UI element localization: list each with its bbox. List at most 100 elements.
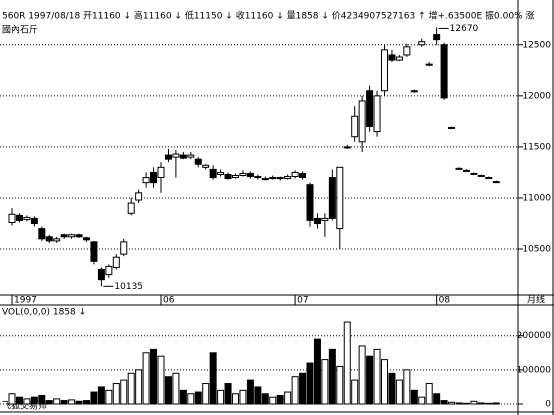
candle-body [45, 236, 53, 242]
candle-body [164, 154, 172, 160]
candle-body [217, 171, 225, 175]
candle-body [276, 177, 284, 180]
volume-bar [306, 362, 314, 405]
candle-body [403, 46, 411, 56]
candle-body [470, 172, 478, 175]
volume-bar [232, 393, 239, 405]
candle-body [440, 44, 448, 99]
candle-body [202, 164, 210, 168]
period-label: 月线 [527, 294, 545, 306]
volume-bar [313, 338, 321, 405]
candle-body [336, 166, 344, 230]
volume-bar [276, 394, 284, 405]
volume-bar [462, 402, 470, 405]
volume-bar [38, 394, 46, 405]
volume-bar [492, 402, 500, 405]
volume-bar [343, 321, 351, 405]
volume-title: VOL(0,0,0) 1858 ↓ [2, 308, 86, 318]
candle-body [395, 56, 403, 61]
candle-body [30, 217, 38, 225]
candle-body [112, 256, 120, 268]
volume-bar [164, 376, 172, 405]
volume-bar [284, 391, 292, 405]
candle-body [492, 181, 500, 184]
candle-body [269, 177, 277, 180]
volume-bar [321, 359, 329, 405]
candle-body [209, 168, 217, 179]
header: 560R 1997/08/18 开11160 ↓ 高11160 ↓ 低11150… [2, 10, 535, 22]
volume-bar [157, 355, 165, 405]
volume-bar [224, 383, 232, 405]
candle-body [485, 177, 493, 180]
volume-bar [403, 369, 411, 405]
volume-bar [8, 393, 16, 405]
volume-bar [410, 389, 418, 405]
candle-body [68, 234, 76, 238]
candle-body [127, 202, 135, 214]
candle-body [53, 238, 61, 242]
volume-bar [336, 365, 344, 405]
candle-body [351, 115, 359, 138]
volume-bar [328, 348, 336, 405]
volume-bar [217, 389, 225, 405]
volume-bar [239, 389, 247, 405]
candle-body [224, 173, 232, 180]
x-tick-label: 1997 [14, 296, 37, 306]
volume-bar [150, 348, 158, 405]
candle-body [150, 171, 158, 184]
volume-bar [388, 372, 396, 405]
candle-body [8, 213, 16, 223]
volume-bar [97, 386, 105, 405]
volume-bar [373, 348, 381, 405]
volume-bar [477, 402, 485, 405]
x-tick-label: 08 [439, 296, 451, 306]
volume-bar [470, 400, 478, 405]
candle-body [194, 158, 202, 165]
y-tick-label: 11500 [522, 142, 551, 152]
candle-body [328, 177, 336, 219]
volume-bar [433, 393, 441, 405]
volume-bar [381, 359, 388, 405]
volume-bar [75, 400, 83, 405]
volume-bar [448, 401, 456, 405]
candle-body [83, 237, 90, 241]
candle-body [388, 54, 396, 61]
volume-bar [351, 379, 359, 405]
candle-body [23, 216, 31, 220]
volume-bar [261, 393, 269, 405]
candle-body [425, 63, 433, 66]
candle-body [313, 217, 321, 225]
annotation: 10135 [114, 282, 143, 292]
candle-body [462, 169, 470, 172]
volume-bar [366, 355, 374, 405]
candle-body [239, 172, 247, 177]
volume-bar [455, 402, 463, 405]
candle-body [179, 154, 187, 159]
volume-bar [202, 383, 210, 405]
volume-bar [194, 391, 202, 405]
volume-bar [254, 386, 262, 405]
candle-body [455, 167, 463, 170]
candle-body [306, 184, 314, 221]
candle-body [410, 90, 418, 93]
annotation: 12670 [450, 24, 479, 34]
volume-bar [291, 376, 299, 405]
volume-bar [142, 352, 150, 405]
candle-body [254, 176, 262, 179]
y-tick-label: 0 [545, 400, 551, 410]
volume-bar [440, 400, 448, 405]
volume-bar [395, 379, 403, 405]
volume-bar [53, 398, 61, 405]
candle-body [105, 265, 113, 276]
volume-bar [15, 396, 23, 405]
volume-bar [105, 389, 113, 405]
candle-body [60, 234, 68, 238]
candle-body [448, 126, 456, 129]
volume-bar [90, 391, 98, 405]
y-tick-label: 12000 [522, 91, 551, 101]
volume-bar [246, 379, 254, 405]
candle-body [299, 172, 307, 179]
volume-bar [135, 369, 143, 405]
